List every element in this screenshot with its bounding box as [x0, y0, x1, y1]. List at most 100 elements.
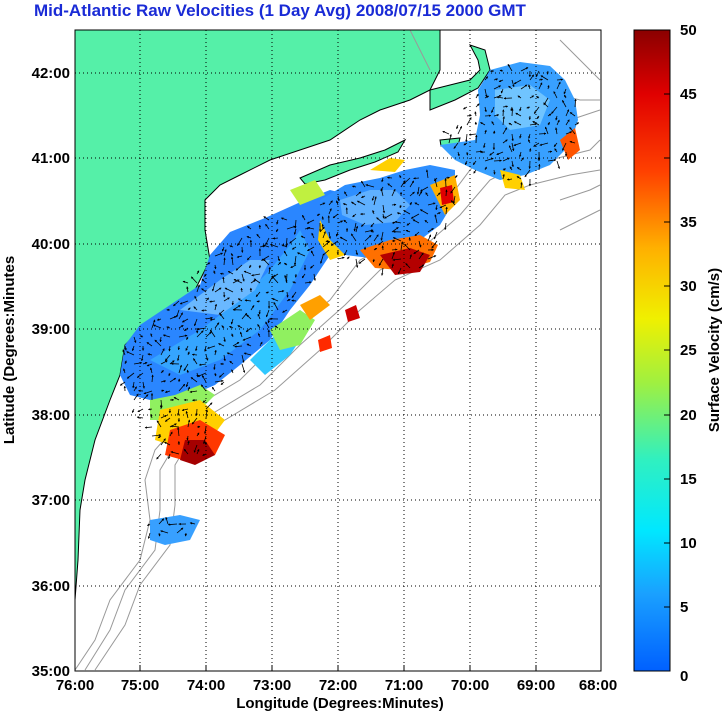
- velocity-arrow: [565, 109, 570, 117]
- map-title: Mid-Atlantic Raw Velocities (1 Day Avg) …: [34, 1, 526, 20]
- velocity-arrow: [502, 127, 508, 135]
- velocity-arrow: [547, 150, 553, 153]
- velocity-arrow: [373, 247, 378, 251]
- velocity-arrow: [194, 295, 198, 302]
- velocity-arrow: [433, 231, 438, 240]
- velocity-arrow: [142, 394, 149, 401]
- velocity-arrow: [124, 360, 127, 365]
- velocity-arrow: [219, 313, 225, 320]
- velocity-arrow: [529, 95, 535, 99]
- velocity-arrow: [356, 200, 366, 206]
- velocity-arrow: [507, 63, 513, 72]
- velocity-arrow: [352, 185, 357, 188]
- velocity-arrow: [243, 352, 252, 356]
- velocity-arrow: [205, 262, 211, 266]
- velocity-arrow: [159, 336, 162, 343]
- velocity-arrow: [499, 69, 504, 72]
- velocity-arrow: [569, 112, 576, 117]
- velocity-arrow: [213, 363, 216, 370]
- velocity-arrow: [160, 389, 165, 392]
- velocity-arrow: [284, 274, 288, 284]
- velocity-arrow: [157, 435, 162, 439]
- velocity-arrow: [193, 444, 198, 453]
- velocity-arrow: [151, 319, 156, 329]
- velocity-arrow: [427, 255, 437, 260]
- velocity-arrow: [425, 169, 429, 179]
- velocity-arrow: [201, 288, 207, 293]
- velocity-arrow: [261, 255, 270, 261]
- velocity-arrow: [387, 183, 393, 188]
- velocity-arrow: [173, 300, 180, 307]
- velocity-arrow: [427, 202, 436, 206]
- velocity-arrow: [431, 240, 438, 249]
- velocity-arrow: [186, 336, 189, 340]
- velocity-arrow: [211, 386, 216, 392]
- velocity-arrow: [427, 227, 434, 233]
- velocity-arrow: [253, 278, 261, 284]
- velocity-arrow: [351, 201, 357, 206]
- velocity-arrow: [168, 372, 171, 377]
- velocity-arrow: [286, 291, 289, 298]
- velocity-arrow: [436, 192, 441, 197]
- velocity-arrow: [274, 325, 279, 329]
- velocity-arrow: [520, 182, 523, 189]
- velocity-arrow: [214, 264, 217, 270]
- velocity-arrow: [381, 267, 384, 276]
- velocity-arrow: [277, 262, 281, 266]
- velocity-arrow: [196, 330, 204, 338]
- velocity-arrow: [186, 286, 189, 293]
- y-tick-label: 39:00: [32, 321, 70, 338]
- velocity-arrow: [187, 419, 191, 428]
- velocity-arrow: [205, 297, 210, 302]
- velocity-arrow: [144, 426, 153, 429]
- velocity-arrow: [194, 318, 198, 327]
- velocity-arrow: [319, 226, 325, 233]
- velocity-arrow: [292, 281, 297, 284]
- velocity-arrow: [339, 236, 348, 242]
- velocity-arrow: [319, 202, 326, 206]
- velocity-arrow: [346, 256, 350, 260]
- velocity-arrow: [484, 166, 487, 171]
- velocity-arrow: [372, 210, 375, 215]
- velocity-arrow: [160, 348, 165, 356]
- velocity-arrow: [195, 345, 198, 352]
- velocity-arrow: [445, 189, 448, 197]
- velocity-arrow: [265, 321, 270, 329]
- velocity-arrow: [502, 139, 508, 144]
- velocity-arrow: [277, 290, 285, 293]
- velocity-arrow: [474, 111, 477, 117]
- velocity-arrow: [124, 345, 127, 351]
- velocity-arrow: [450, 186, 456, 194]
- velocity-arrow: [227, 270, 234, 275]
- velocity-arrow: [544, 126, 549, 135]
- velocity-arrow: [173, 397, 180, 401]
- velocity-arrow: [209, 300, 216, 303]
- velocity-arrow: [496, 151, 504, 155]
- velocity-arrow: [191, 417, 198, 425]
- velocity-arrow: [197, 372, 207, 377]
- velocity-arrow: [193, 358, 198, 365]
- velocity-arrow: [285, 237, 288, 247]
- velocity-arrow: [169, 360, 175, 365]
- velocity-arrow: [555, 115, 558, 121]
- velocity-arrow: [420, 186, 429, 192]
- velocity-arrow: [259, 341, 263, 347]
- velocity-arrow: [365, 184, 375, 188]
- velocity-arrow: [574, 98, 577, 108]
- velocity-arrow: [213, 270, 216, 275]
- velocity-arrow: [535, 70, 540, 78]
- velocity-arrow: [249, 264, 252, 269]
- x-tick-label: 76:00: [56, 677, 94, 694]
- velocity-arrow: [551, 106, 558, 114]
- velocity-arrow: [409, 254, 412, 260]
- velocity-arrow: [149, 367, 153, 374]
- velocity-arrow: [214, 303, 218, 311]
- velocity-arrow: [234, 345, 243, 348]
- velocity-arrow: [408, 237, 411, 242]
- velocity-arrow: [569, 126, 576, 135]
- x-tick-marks: [74, 665, 602, 671]
- velocity-arrow: [484, 106, 487, 113]
- velocity-arrow: [547, 158, 557, 162]
- velocity-arrow: [403, 210, 411, 215]
- velocity-arrow: [214, 379, 224, 383]
